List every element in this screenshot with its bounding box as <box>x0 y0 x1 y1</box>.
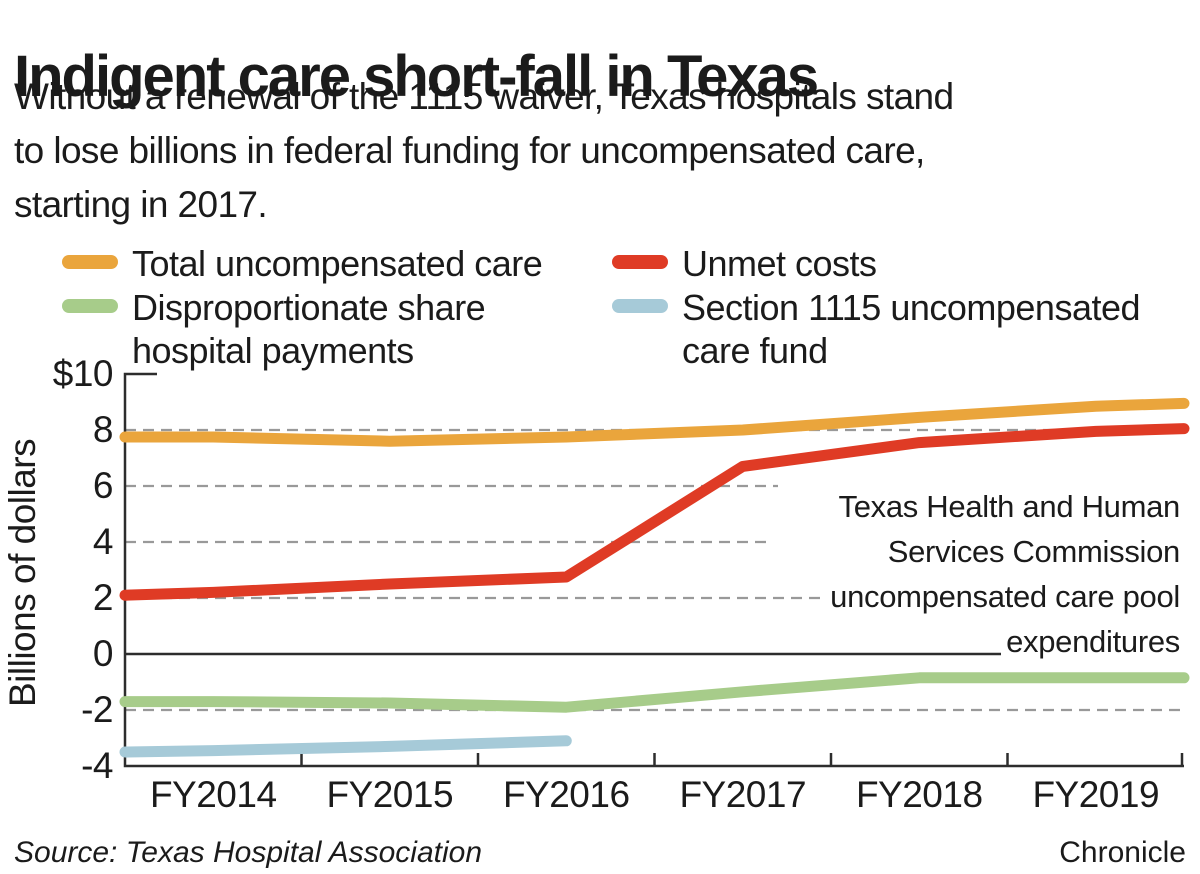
series-line-total-uncompensated-care <box>119 397 1190 447</box>
chart-subtitle: Without a renewal of the 1115 waiver, Te… <box>14 70 954 232</box>
legend-label-line: Section 1115 uncompensated <box>682 287 1141 328</box>
y-tick-label: 2 <box>92 577 114 618</box>
legend-swatch-red <box>612 255 668 269</box>
y-tick-label: -4 <box>81 745 113 786</box>
legend-label: Unmet costs <box>682 243 877 284</box>
x-tick-label: FY2019 <box>1032 774 1160 815</box>
series-line-unmet-costs <box>119 423 1190 601</box>
legend-item-disproportionate-share: Disproportionate share hospital payments <box>62 286 486 372</box>
axis-frame <box>123 372 1184 768</box>
legend-label-line: care fund <box>682 330 828 371</box>
publication-credit: Chronicle <box>1059 836 1186 869</box>
y-tick-label: 6 <box>92 465 114 506</box>
legend-item-total-uncompensated-care: Total uncompensated care <box>62 242 543 285</box>
legend-label-line: Disproportionate share <box>132 287 486 328</box>
y-tick-label: 4 <box>92 521 114 562</box>
series-line-disproportionate-share-hospital-payments <box>119 672 1190 713</box>
y-tick-label: 0 <box>92 633 114 674</box>
y-tick-label: -2 <box>81 689 113 730</box>
series-line-section-1115-uncompensated-care-fund <box>119 735 572 758</box>
annotation-line: uncompensated care pool <box>825 574 1185 619</box>
legend-item-section-1115-fund: Section 1115 uncompensated care fund <box>612 286 1141 372</box>
legend-label: Total uncompensated care <box>132 243 543 284</box>
legend-label: Disproportionate share hospital payments <box>132 286 486 372</box>
y-tick-label: $10 <box>52 353 114 394</box>
source-credit: Source: Texas Hospital Association <box>14 836 483 869</box>
legend-swatch-orange <box>62 255 118 269</box>
subtitle-line: to lose billions in federal funding for … <box>14 130 925 171</box>
annotation-line: expenditures <box>825 619 1185 664</box>
x-tick-label: FY2014 <box>149 774 277 815</box>
x-tick-label: FY2018 <box>855 774 983 815</box>
page-title: Indigent care short-fall in Texas <box>14 43 819 109</box>
y-tick-label: 8 <box>92 409 114 450</box>
legend-label-line: hospital payments <box>132 330 414 371</box>
legend-swatch-blue <box>612 299 668 313</box>
legend-item-unmet-costs: Unmet costs <box>612 242 877 285</box>
legend-label: Section 1115 uncompensated care fund <box>682 286 1141 372</box>
subtitle-line: Without a renewal of the 1115 waiver, Te… <box>14 76 954 117</box>
annotation-line: Texas Health and Human <box>825 484 1185 529</box>
annotation-line: Services Commission <box>825 529 1185 574</box>
x-tick-label: FY2017 <box>679 774 807 815</box>
legend-swatch-green <box>62 299 118 313</box>
chart-annotation: Texas Health and Human Services Commissi… <box>825 484 1185 664</box>
subtitle-line: starting in 2017. <box>14 184 268 225</box>
x-tick-label: FY2015 <box>326 774 454 815</box>
x-tick-label: FY2016 <box>502 774 630 815</box>
